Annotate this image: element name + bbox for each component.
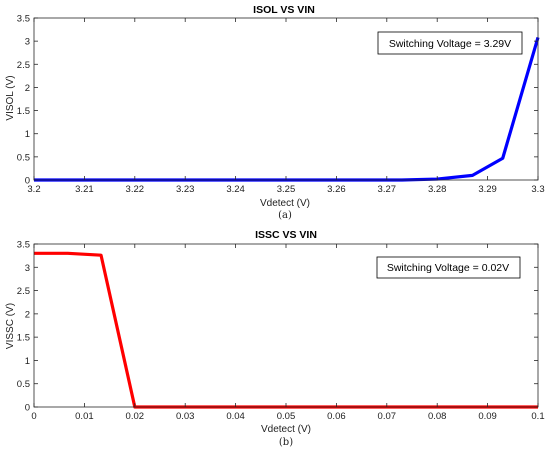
- chart-a-xtick-label: 3.29: [478, 184, 497, 195]
- chart-a-xtick-label: 3.21: [75, 184, 94, 195]
- chart-a-caption: (a): [278, 210, 292, 221]
- chart-b-ytick-label: 0.5: [17, 379, 30, 390]
- chart-a-ytick-label: 1: [25, 129, 30, 140]
- chart-b-xtick-label: 0.06: [327, 411, 346, 422]
- chart-a-annotation-box: [377, 31, 523, 55]
- chart-b-xtick-label: 0.1: [531, 411, 544, 422]
- chart-b-xtick-label: 0.05: [277, 411, 296, 422]
- chart-b-ytick-label: 2: [25, 309, 30, 320]
- chart-b-title: ISSC VS VIN: [255, 229, 317, 241]
- chart-b-ytick-label: 1: [25, 356, 30, 367]
- chart-a-title: ISOL VS VIN: [253, 4, 315, 16]
- chart-b-ytick-label: 2.5: [17, 286, 30, 297]
- chart-b-xtick-label: 0.02: [126, 411, 145, 422]
- chart-b-caption: (b): [279, 437, 293, 448]
- chart-a-ylabel: VISOL (V): [5, 75, 16, 120]
- chart-b-xtick-label: 0.08: [428, 411, 447, 422]
- chart-b-annotation: Switching Voltage = 0.02V: [387, 262, 509, 274]
- chart-b-ytick-label: 1.5: [17, 333, 30, 344]
- chart-b-ytick-label: 3.5: [17, 240, 30, 251]
- chart-b-xtick-label: 0.04: [226, 411, 245, 422]
- chart-a-ytick-label: 0: [25, 176, 30, 187]
- chart-a-xtick-label: 3.26: [327, 184, 346, 195]
- chart-a-ytick-label: 3.5: [17, 14, 30, 25]
- chart-b-plot: 0 0.01 0.02 0.03 0.04 0.05 0.06 0.07 0.08 0.09 0.1…: [17, 240, 545, 423]
- chart-a-xtick-label: 3.24: [226, 184, 245, 195]
- chart-a-xtick-label: 3.28: [428, 184, 447, 195]
- chart-b-xtick-label: 0.03: [176, 411, 195, 422]
- chart-a-xtick-label: 3.22: [126, 184, 145, 195]
- chart-a-ytick-label: 1.5: [17, 106, 30, 117]
- chart-b-xlabel: Vdetect (V): [261, 424, 311, 435]
- chart-b-xtick-label: 0.07: [378, 411, 397, 422]
- chart-b: ISSC VS VIN VISSC (V) Vdetect (V) (b) Sw…: [5, 229, 521, 448]
- chart-b-annotation-box: [376, 256, 521, 279]
- chart-a-ytick-label: 2: [25, 83, 30, 94]
- chart-a-xtick-label: 3.27: [378, 184, 397, 195]
- chart-a-xtick-label: 3.3: [531, 184, 544, 195]
- chart-b-xtick-label: 0.01: [75, 411, 94, 422]
- chart-a-ytick-label: 2.5: [17, 60, 30, 71]
- chart-a-ytick-label: 0.5: [17, 152, 30, 163]
- chart-a-xtick-label: 3.2: [27, 184, 40, 195]
- chart-a-annotation: Switching Voltage = 3.29V: [389, 38, 511, 50]
- chart-a-xlabel: Vdetect (V): [260, 198, 310, 209]
- chart-b-ylabel: VISSC (V): [5, 303, 16, 349]
- chart-b-ytick-label: 0: [25, 403, 30, 414]
- chart-a-xtick-label: 3.23: [176, 184, 195, 195]
- chart-a-ytick-label: 3: [25, 37, 30, 48]
- chart-a: ISOL VS VIN VISOL (V) Vdetect (V) (a) Sw…: [5, 4, 523, 221]
- chart-b-ytick-label: 3: [25, 263, 30, 274]
- chart-b-xtick-label: 0: [31, 411, 36, 422]
- chart-a-plot: 3.2 3.21 3.22 3.23 3.24 3.25 3.26 3.27 3.28 3.29 3…: [17, 14, 545, 196]
- chart-a-xtick-label: 3.25: [277, 184, 296, 195]
- chart-b-xtick-label: 0.09: [478, 411, 497, 422]
